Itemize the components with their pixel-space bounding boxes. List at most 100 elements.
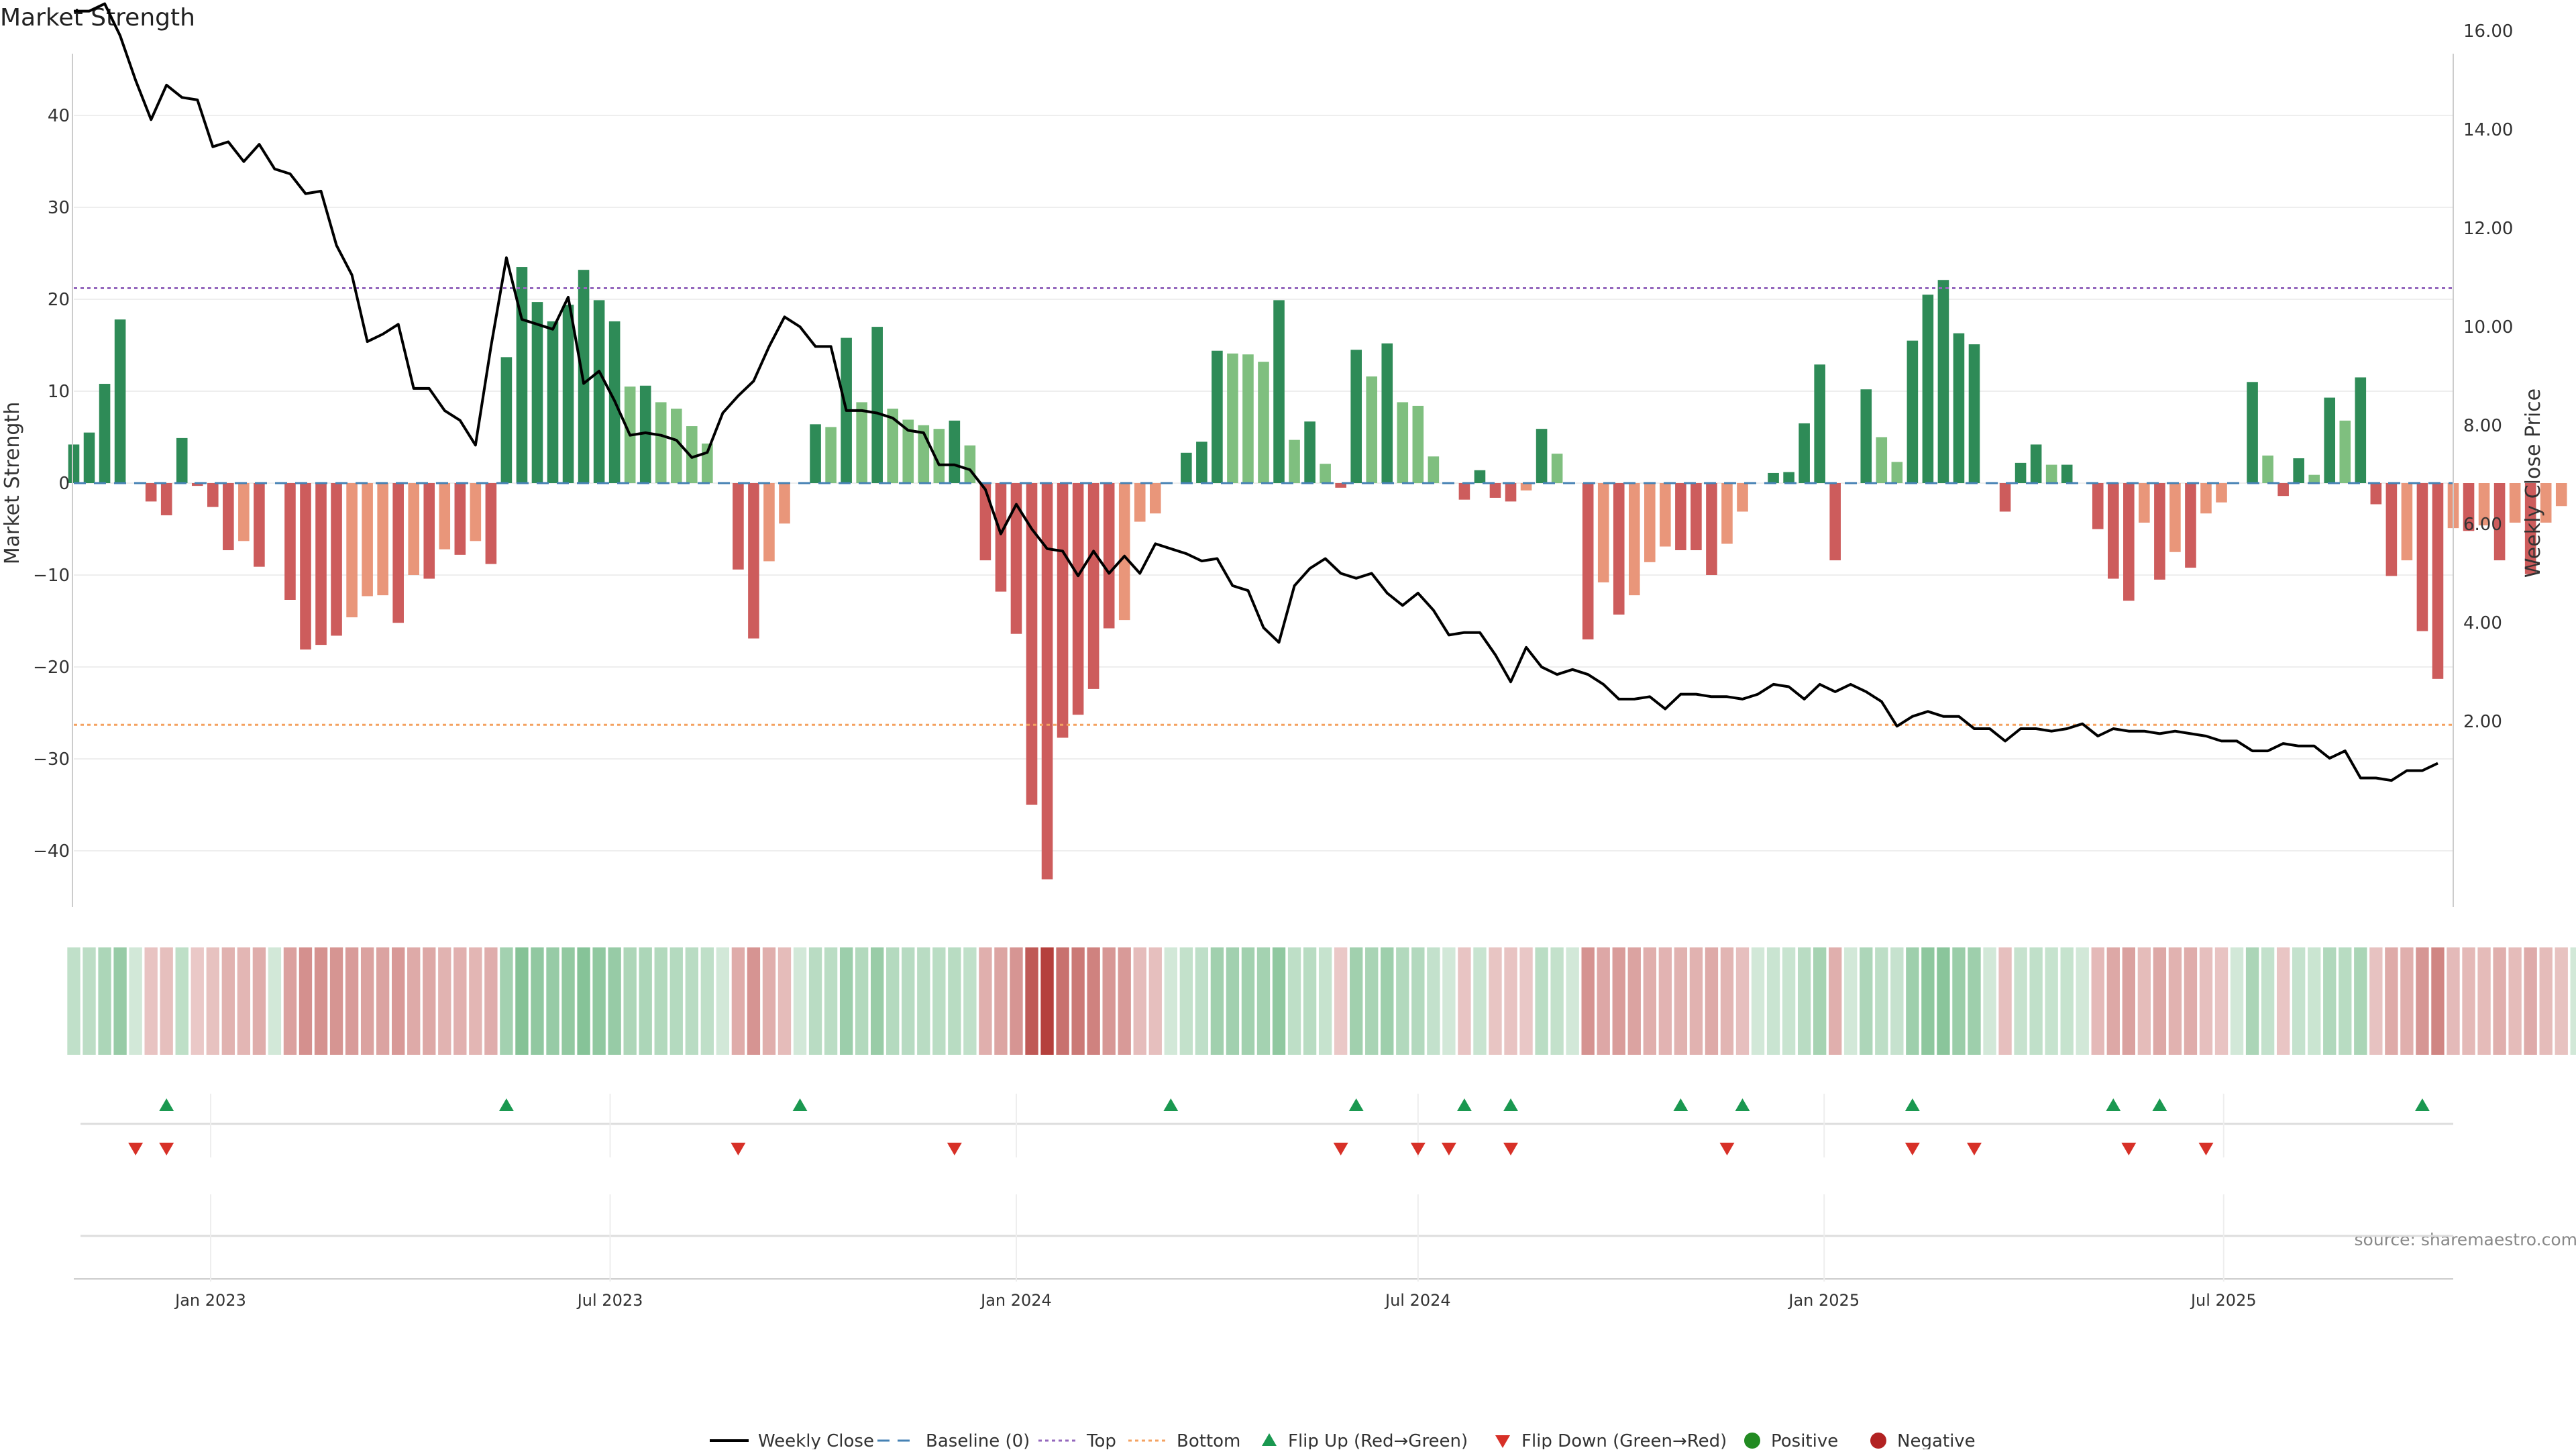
strength-bar xyxy=(1242,354,1254,483)
flip-down-marker xyxy=(1442,1143,1456,1155)
strength-bar xyxy=(223,483,234,550)
x-tick-label: Jan 2025 xyxy=(1787,1291,1860,1310)
strength-bar xyxy=(68,444,80,483)
heat-cell xyxy=(129,947,142,1055)
flip-up-marker xyxy=(1673,1098,1688,1111)
heat-cell xyxy=(1937,947,1949,1055)
right-tick-label: 4.00 xyxy=(2463,613,2502,633)
strength-bar xyxy=(207,483,219,507)
strength-bar xyxy=(563,305,574,483)
strength-bar xyxy=(84,433,95,483)
legend-swatch-negative xyxy=(1870,1433,1886,1449)
heat-cell xyxy=(1411,947,1424,1055)
heat-cell xyxy=(1860,947,1872,1055)
heat-cell xyxy=(778,947,791,1055)
right-tick-label: 14.00 xyxy=(2463,120,2513,140)
strength-bar xyxy=(1799,423,1810,483)
heat-cell xyxy=(453,947,466,1055)
strength-bar xyxy=(547,321,559,483)
heat-cell xyxy=(592,947,605,1055)
heat-cell xyxy=(1489,947,1501,1055)
heat-cell xyxy=(1782,947,1795,1055)
strength-bar xyxy=(2432,483,2444,679)
strength-bar xyxy=(1413,406,1424,483)
strength-bar xyxy=(2371,483,2382,505)
heat-cell xyxy=(1674,947,1687,1055)
heat-cell xyxy=(1040,947,1053,1055)
flip-up-marker xyxy=(1349,1098,1364,1111)
left-tick-label: −30 xyxy=(33,749,70,770)
strength-bar xyxy=(1150,483,1161,513)
right-tick-label: 10.00 xyxy=(2463,317,2513,338)
strength-bar xyxy=(2277,483,2289,496)
heat-cell xyxy=(2339,947,2351,1055)
legend-label: Bottom xyxy=(1177,1431,1240,1449)
heat-cell xyxy=(1134,947,1146,1055)
heat-cell xyxy=(1535,947,1548,1055)
heat-cell xyxy=(1705,947,1718,1055)
heat-cell xyxy=(376,947,389,1055)
flip-up-marker xyxy=(2415,1098,2430,1111)
strength-bar xyxy=(2293,458,2304,483)
strength-bar xyxy=(346,483,358,617)
legend-label: Positive xyxy=(1771,1431,1838,1449)
heat-cell xyxy=(237,947,250,1055)
strength-bar xyxy=(1366,376,1377,483)
strength-bar xyxy=(1026,483,1038,805)
strength-bar xyxy=(2169,483,2181,552)
legend-label: Negative xyxy=(1897,1431,1976,1449)
right-tick-label: 12.00 xyxy=(2463,219,2513,239)
strength-bar xyxy=(408,483,419,575)
flip-down-marker xyxy=(731,1143,745,1155)
heat-cell xyxy=(515,947,528,1055)
heat-cell xyxy=(1504,947,1517,1055)
strength-bar xyxy=(996,483,1007,592)
heat-cell xyxy=(1921,947,1934,1055)
left-tick-label: −40 xyxy=(33,841,70,862)
strength-bar xyxy=(1629,483,1640,595)
flip-up-marker xyxy=(499,1098,514,1111)
strength-bar xyxy=(423,483,435,578)
strength-bar xyxy=(1829,483,1841,560)
heat-cell xyxy=(423,947,435,1055)
axes: 403020100−10−20−30−4016.0014.0012.0010.0… xyxy=(1,21,2545,907)
left-tick-label: −20 xyxy=(33,658,70,678)
strength-bar xyxy=(2031,444,2042,483)
strength-bar xyxy=(1953,333,1965,483)
heat-cell xyxy=(546,947,559,1055)
strength-bar xyxy=(2262,456,2273,483)
strength-bar xyxy=(980,483,991,560)
strength-bar xyxy=(1273,300,1285,483)
heat-cell xyxy=(299,947,312,1055)
strength-bar xyxy=(1073,483,1084,715)
heat-cell xyxy=(392,947,405,1055)
flip-down-marker xyxy=(1334,1143,1348,1155)
heat-cell xyxy=(176,947,189,1055)
heat-cell xyxy=(1983,947,1996,1055)
flip-up-marker xyxy=(159,1098,174,1111)
strength-bar xyxy=(1938,280,1949,483)
x-tick-label: Jul 2025 xyxy=(2190,1291,2257,1310)
heat-cell xyxy=(2246,947,2259,1055)
heat-cell xyxy=(1365,947,1378,1055)
heat-cell xyxy=(2540,947,2553,1055)
strength-bar xyxy=(1860,389,1872,483)
strength-bar xyxy=(779,483,790,523)
heat-cell xyxy=(1597,947,1610,1055)
strength-bar xyxy=(655,402,667,483)
heat-cell xyxy=(1659,947,1672,1055)
heat-cell xyxy=(113,947,126,1055)
strength-bar xyxy=(2108,483,2119,578)
heat-cell xyxy=(840,947,853,1055)
strength-bar xyxy=(1892,462,1903,483)
strength-bar xyxy=(532,302,543,483)
heat-cell xyxy=(1829,947,1841,1055)
heat-cell xyxy=(531,947,543,1055)
heat-cell xyxy=(2292,947,2305,1055)
heat-cell xyxy=(1180,947,1193,1055)
heat-cell xyxy=(2354,947,2367,1055)
flip-down-marker xyxy=(2198,1143,2213,1155)
heat-cell xyxy=(1968,947,1980,1055)
strength-bar xyxy=(146,483,157,501)
